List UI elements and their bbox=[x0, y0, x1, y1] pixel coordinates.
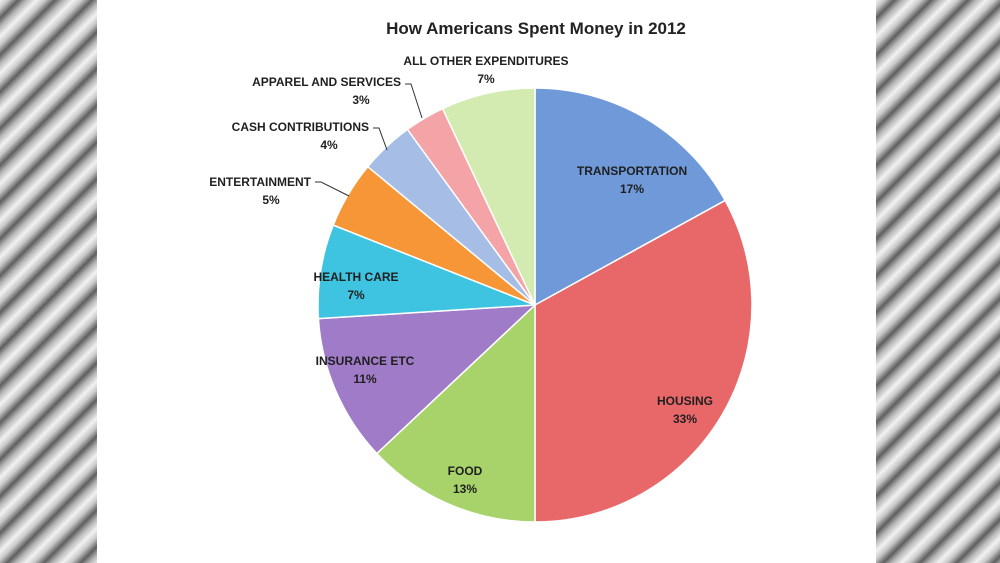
chart-title: How Americans Spent Money in 2012 bbox=[386, 19, 686, 38]
leader-line-entertainment bbox=[315, 181, 350, 197]
slice-value-cash-contributions: 4% bbox=[320, 138, 338, 152]
slice-label-insurance-etc: INSURANCE ETC bbox=[316, 354, 415, 368]
pie-slice-housing bbox=[534, 199, 753, 523]
slice-label-housing: HOUSING bbox=[657, 394, 713, 408]
slice-value-entertainment: 5% bbox=[262, 193, 280, 207]
pie-chart: How Americans Spent Money in 2012 TRANSP… bbox=[209, 19, 753, 523]
leader-line-apparel-and-services bbox=[405, 83, 423, 119]
slice-value-transportation: 17% bbox=[620, 182, 644, 196]
slice-label-transportation: TRANSPORTATION bbox=[577, 164, 687, 178]
slice-value-insurance-etc: 11% bbox=[353, 372, 377, 386]
pie-slice-all-other-expenditures bbox=[441, 87, 536, 306]
leader-line-cash-contributions bbox=[373, 127, 388, 151]
left-background-stripes bbox=[0, 0, 97, 563]
chart-panel: How Americans Spent Money in 2012 TRANSP… bbox=[97, 0, 876, 563]
slice-label-cash-contributions: CASH CONTRIBUTIONS bbox=[232, 120, 369, 134]
right-background-stripes bbox=[876, 0, 1000, 563]
slice-labels: TRANSPORTATION 17% HOUSING 33% FOOD 13% INSURA… bbox=[209, 54, 713, 496]
slice-label-entertainment: ENTERTAINMENT bbox=[209, 175, 311, 189]
slice-value-food: 13% bbox=[453, 482, 477, 496]
pie-slice-transportation bbox=[534, 87, 727, 307]
pie-slice-food bbox=[375, 303, 536, 523]
slice-label-food: FOOD bbox=[448, 464, 483, 478]
pie-slices bbox=[317, 87, 753, 523]
leader-lines bbox=[315, 83, 423, 197]
slice-value-all-other-expenditures: 7% bbox=[477, 72, 495, 86]
slice-value-health-care: 7% bbox=[347, 288, 365, 302]
slice-value-apparel-and-services: 3% bbox=[352, 93, 370, 107]
slice-label-all-other-expenditures: ALL OTHER EXPENDITURES bbox=[403, 54, 568, 68]
slice-label-health-care: HEALTH CARE bbox=[313, 270, 398, 284]
slice-value-housing: 33% bbox=[673, 412, 697, 426]
slice-label-apparel-and-services: APPAREL AND SERVICES bbox=[252, 75, 401, 89]
pie-slice-insurance-etc bbox=[317, 304, 538, 455]
